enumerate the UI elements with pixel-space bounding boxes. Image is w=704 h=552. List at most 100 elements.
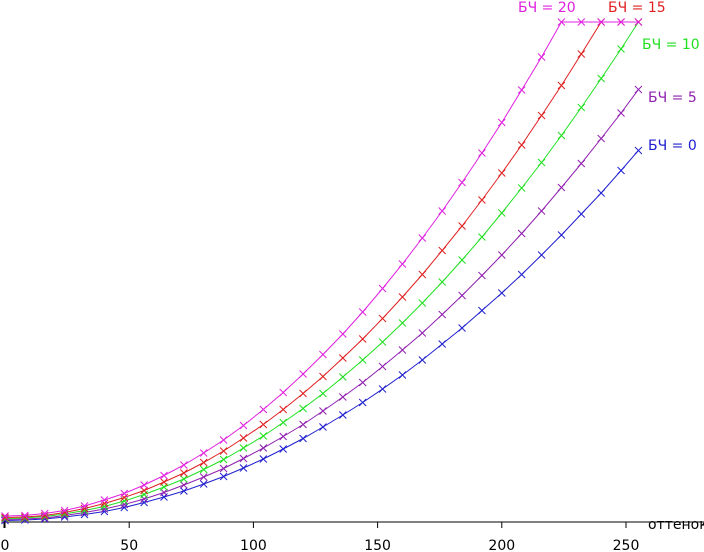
marker: [199, 473, 208, 481]
legend-label: БЧ = 20: [518, 0, 576, 16]
marker: [319, 407, 327, 415]
marker: [557, 183, 566, 192]
marker: [160, 488, 168, 497]
marker: [517, 184, 526, 192]
marker: [279, 432, 288, 441]
marker: [557, 131, 566, 140]
marker: [438, 310, 447, 319]
marker: [478, 149, 486, 157]
marker: [398, 346, 407, 354]
marker: [120, 500, 129, 509]
marker: [634, 85, 643, 94]
marker: [219, 464, 228, 473]
marker: [378, 284, 387, 293]
marker: [378, 362, 387, 371]
legend-label: БЧ = 5: [648, 90, 697, 106]
marker: [299, 420, 307, 429]
marker: [319, 372, 327, 381]
marker: [577, 50, 586, 58]
marker: [279, 418, 288, 427]
marker: [497, 289, 506, 297]
x-tick-label: 200: [488, 538, 515, 552]
marker: [259, 432, 268, 440]
marker: [438, 207, 447, 215]
x-axis-label: оттенок: [648, 517, 704, 533]
marker: [617, 45, 625, 53]
marker: [179, 469, 188, 477]
marker: [478, 306, 486, 315]
marker: [120, 493, 129, 502]
x-tick-label: 150: [364, 538, 391, 552]
marker: [398, 260, 407, 268]
marker: [1, 513, 9, 522]
marker: [199, 465, 208, 474]
marker: [239, 434, 248, 442]
marker: [140, 498, 148, 507]
marker: [497, 251, 506, 259]
marker: [378, 338, 387, 346]
marker: [358, 308, 367, 316]
marker: [458, 178, 466, 187]
marker: [279, 405, 288, 414]
marker: [418, 299, 427, 307]
marker: [617, 18, 625, 26]
marker: [1, 512, 9, 520]
marker: [338, 411, 347, 419]
marker: [597, 189, 606, 197]
marker: [458, 256, 466, 264]
marker: [299, 404, 307, 413]
marker: [219, 436, 228, 444]
marker: [358, 335, 367, 343]
legend-label: БЧ = 15: [608, 0, 666, 16]
marker: [634, 18, 643, 26]
marker: [418, 270, 427, 279]
marker: [458, 222, 466, 230]
marker: [497, 169, 506, 177]
marker: [517, 86, 526, 94]
x-tick-label: 100: [240, 538, 267, 552]
marker: [577, 18, 586, 26]
marker: [140, 490, 148, 499]
marker: [239, 421, 248, 430]
marker: [378, 314, 387, 323]
marker: [80, 502, 89, 510]
marker: [438, 278, 447, 286]
marker: [398, 319, 407, 327]
marker: [338, 330, 347, 338]
marker: [597, 74, 606, 83]
marker: [478, 271, 486, 280]
marker: [634, 146, 643, 155]
marker: [557, 81, 566, 90]
marker: [398, 371, 407, 379]
marker: [438, 246, 447, 255]
marker: [597, 134, 606, 143]
marker: [140, 486, 148, 495]
marker: [60, 506, 69, 515]
marker: [179, 487, 188, 495]
marker: [259, 405, 268, 414]
marker: [418, 234, 427, 242]
marker: [557, 18, 566, 26]
marker: [299, 370, 307, 378]
marker: [160, 478, 168, 486]
marker: [259, 455, 268, 463]
marker: [319, 350, 327, 359]
series-line: [4, 21, 639, 517]
series-line: [4, 150, 639, 521]
marker: [497, 118, 506, 127]
marker: [478, 233, 486, 241]
marker: [577, 103, 586, 112]
marker: [219, 455, 228, 464]
marker: [21, 511, 29, 520]
marker: [199, 458, 208, 467]
x-tick-label: 250: [613, 538, 640, 552]
marker: [179, 475, 188, 483]
series-line: [4, 89, 639, 520]
marker: [577, 210, 586, 218]
series-line: [4, 21, 639, 518]
marker: [537, 158, 546, 167]
marker: [299, 434, 307, 443]
legend-label: БЧ = 0: [648, 138, 697, 154]
marker: [517, 270, 526, 279]
